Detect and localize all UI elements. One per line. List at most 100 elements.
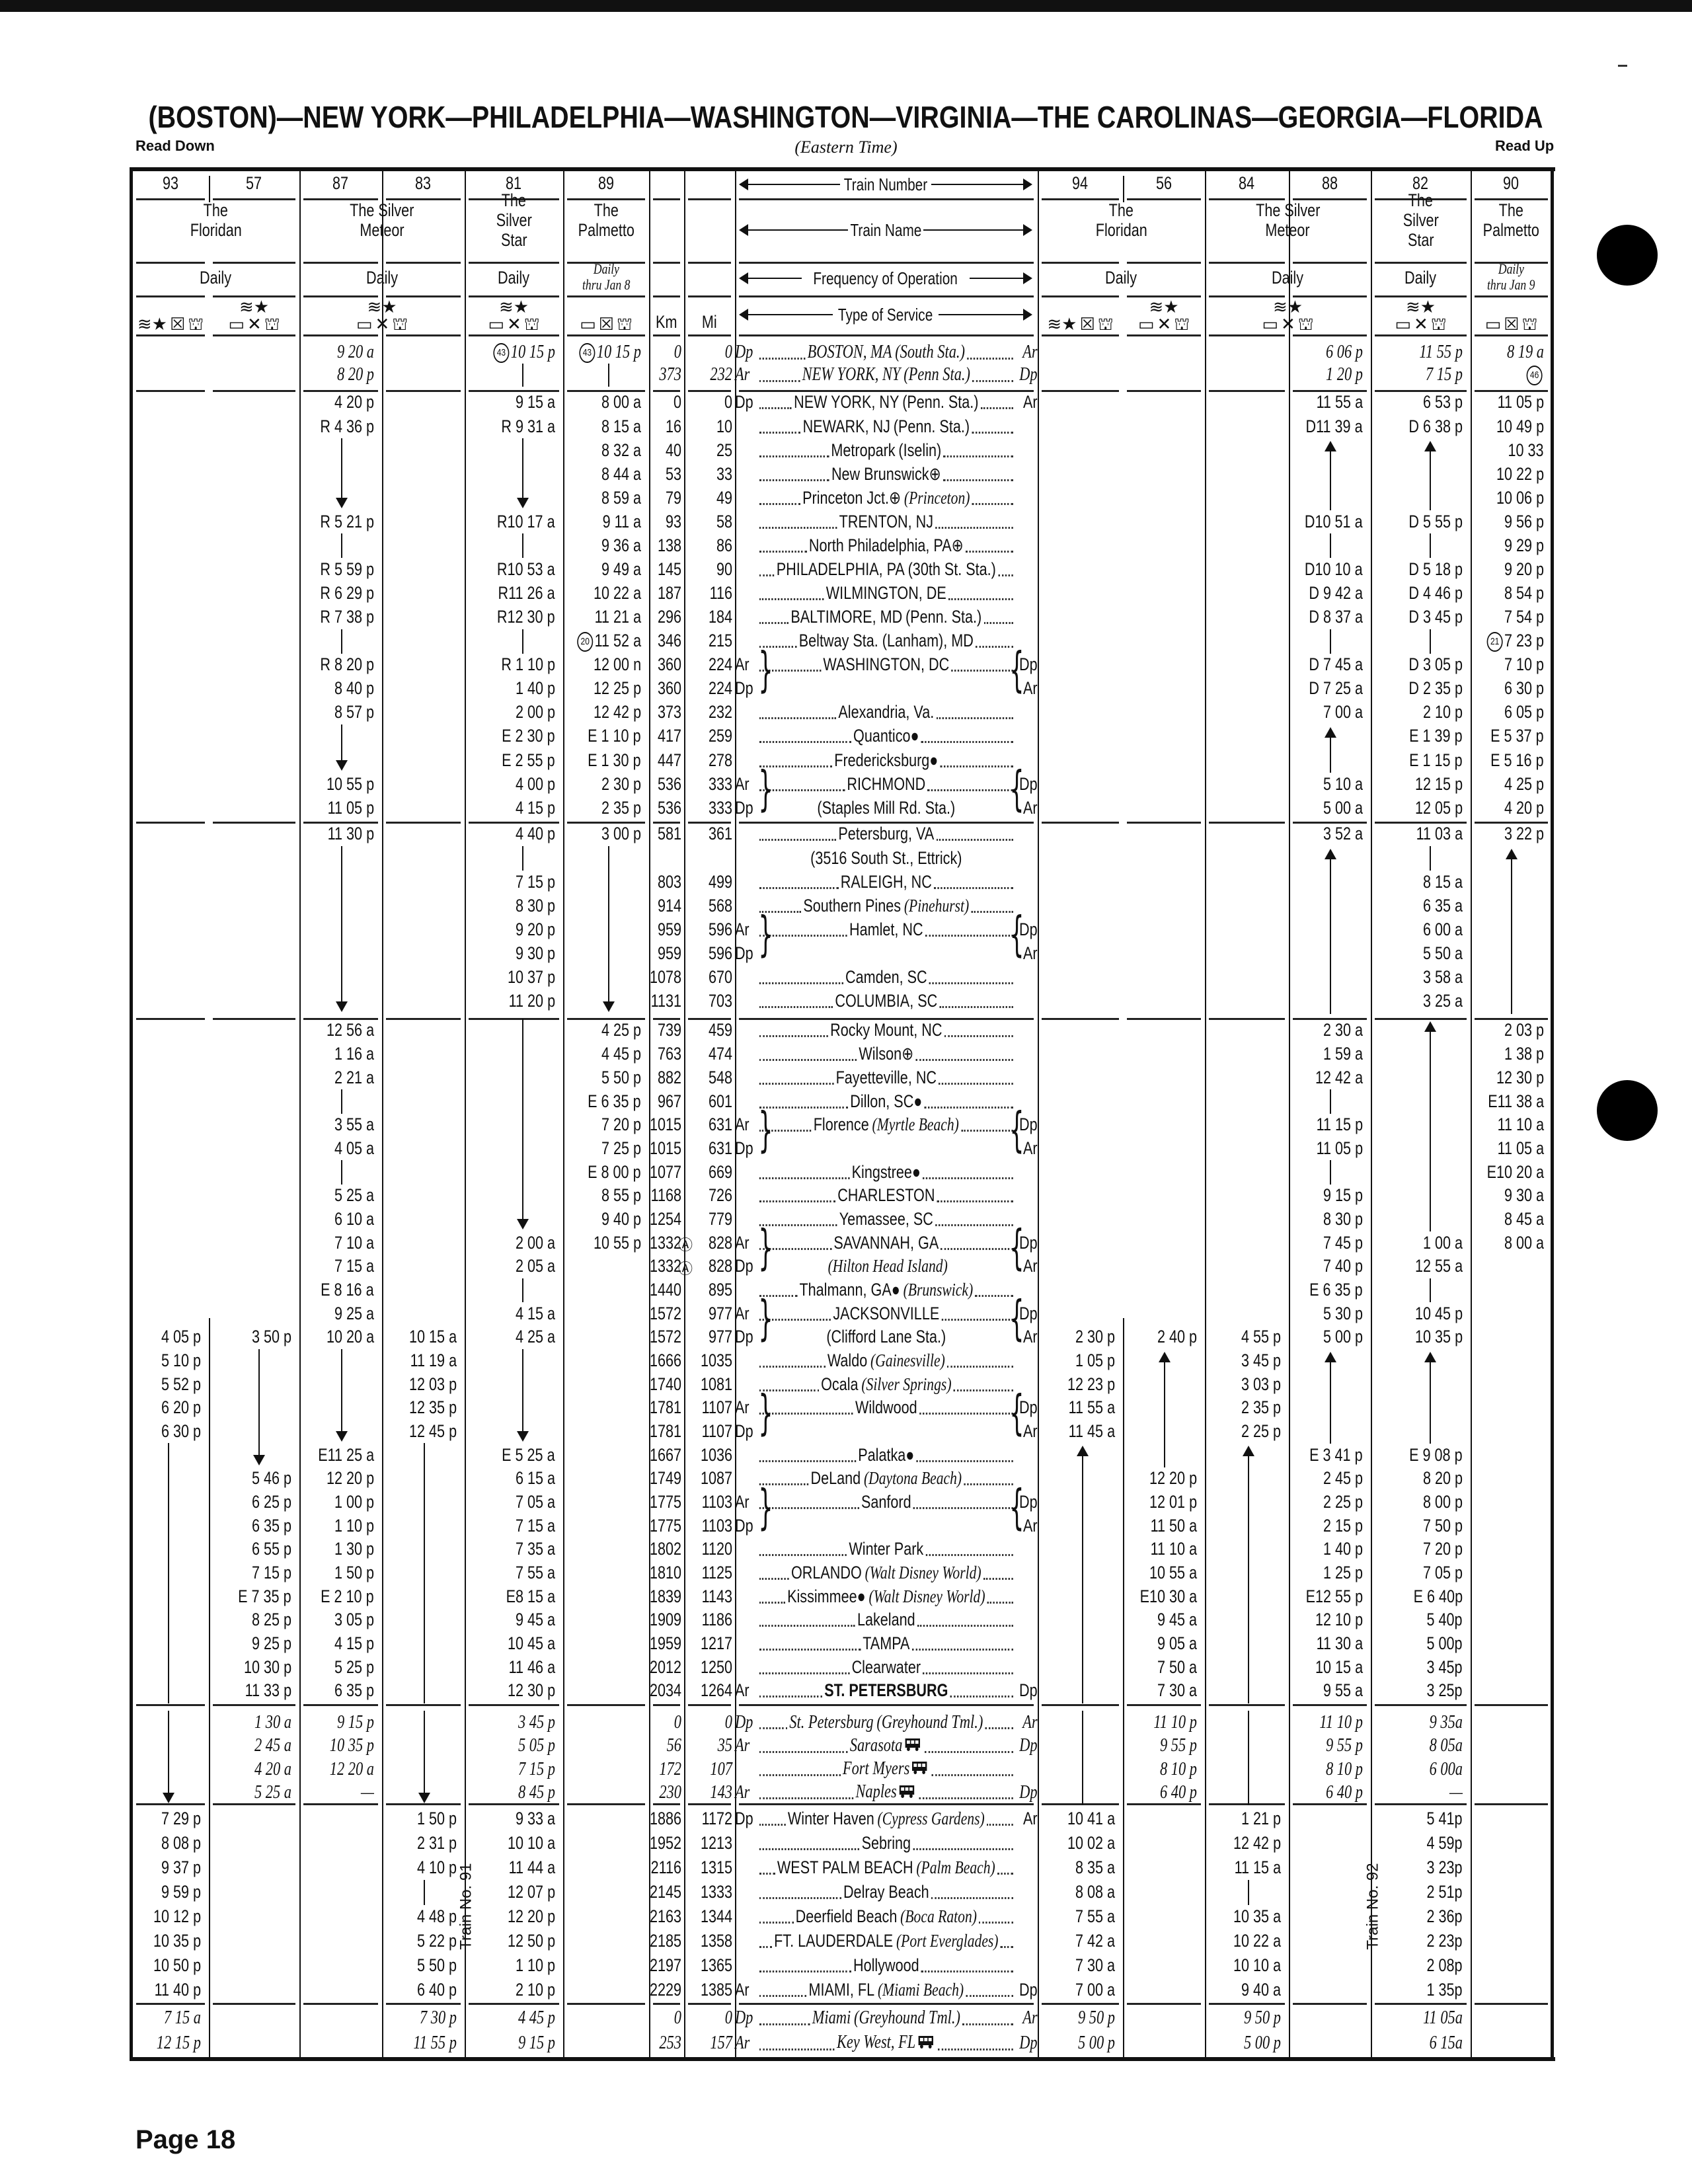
pass-through-line — [1430, 1207, 1431, 1232]
station-name: North Philadelphia, PA⊕ — [809, 535, 964, 556]
row-separator — [469, 262, 559, 264]
station-row: Sebring — [735, 1831, 1038, 1855]
mi-text: 333 — [708, 797, 732, 818]
time-value: 1 40 p — [1323, 1539, 1363, 1559]
station-name: SAVANNAH, GA — [833, 1233, 939, 1253]
time-value: 9 50 p — [1244, 2008, 1281, 2028]
time-value: 8 57 p — [334, 702, 374, 722]
train-name: Floridan — [1038, 220, 1205, 241]
km-text: 763 — [657, 1044, 681, 1064]
time-value: 9 30 p — [515, 943, 555, 963]
mi-value: 499 — [684, 870, 735, 894]
time-value: 10 22 a — [593, 583, 641, 604]
time-cell: 7 45 p — [1289, 1231, 1371, 1255]
time-cell: 7 15 a — [132, 2006, 209, 2031]
arr-dep-label-right: Ar — [1022, 342, 1038, 362]
frequency-text: Daily — [1498, 260, 1525, 277]
time-cell: 7 30 p — [382, 2006, 465, 2031]
mi-text: 474 — [708, 1044, 732, 1064]
km-value: 2197 — [649, 1953, 684, 1978]
train-name-line: Star — [1407, 230, 1434, 250]
time-value: 12 10 p — [1315, 1610, 1363, 1630]
train-number-right: 82 — [1371, 173, 1471, 194]
km-value: 187 — [649, 582, 684, 605]
pass-through-line — [1164, 1395, 1165, 1421]
train-number: 88 — [1321, 173, 1338, 193]
arr-dep-label-right: Dp — [1019, 1491, 1038, 1512]
km-value: 2185 — [649, 1929, 684, 1953]
mi-text: 1344 — [700, 1906, 732, 1927]
station-inner: WILMINGTON, DE — [735, 582, 1038, 605]
brace-right: { — [1009, 760, 1024, 817]
note-circle: 43 — [493, 343, 510, 364]
mi-value: 1107 — [684, 1420, 735, 1444]
km-value: 0 — [649, 2006, 684, 2031]
mi-text: 669 — [708, 1161, 732, 1182]
station-name-text: ST. PETERSBURG — [824, 1680, 948, 1701]
station-name-text: Rocky Mount, NC — [830, 1020, 942, 1040]
pass-through-line — [1430, 1160, 1431, 1185]
train-number-label-text: Train Number — [843, 174, 928, 194]
time-value: 3 00 p — [601, 824, 641, 844]
time-cell: 11 05 p — [299, 796, 382, 820]
station-row: Petersburg, VA — [735, 822, 1038, 846]
station-row: Dp (Hilton Head Island) Ar — [735, 1255, 1038, 1278]
time-cell: 9 55 p — [1123, 1735, 1205, 1758]
station-name-text: TAMPA — [863, 1633, 910, 1653]
station-qualifier: (Port Everglades) — [896, 1930, 999, 1951]
time-cell: E 5 25 a — [465, 1443, 563, 1467]
pass-through-line — [522, 1066, 523, 1091]
time-cell: 5 40p — [1371, 1608, 1471, 1632]
time-value: 3 03 p — [1241, 1374, 1281, 1394]
time-value: 11 21 a — [594, 607, 641, 627]
pass-through-line — [168, 1655, 169, 1680]
dot-leader — [759, 550, 807, 553]
time-value: 2 10 p — [515, 1979, 555, 2000]
mi-value: 1333 — [684, 1880, 735, 1904]
station-row: Ar Wildwood Dp — [735, 1396, 1038, 1420]
dot-leader — [759, 1436, 884, 1438]
time-cell: 4 15 a — [465, 1302, 563, 1325]
time-value: 10 30 p — [243, 1657, 291, 1677]
station-row: NEWARK, NJ (Penn. Sta.) — [735, 414, 1038, 438]
km-text: 536 — [657, 797, 681, 818]
km-text: 2185 — [649, 1930, 681, 1951]
station-name: Dillon, SC● — [850, 1091, 922, 1112]
km-value: 1749 — [649, 1467, 684, 1491]
time-cell: D 3 05 p — [1371, 653, 1471, 677]
station-row: Ar WASHINGTON, DC Dp — [735, 653, 1038, 677]
km-text: 16 — [665, 416, 681, 436]
mi-value: 726 — [684, 1184, 735, 1208]
station-row: Dp St. Petersburg (Greyhound Tml.) Ar — [735, 1711, 1038, 1734]
arrow-left-icon — [738, 272, 802, 284]
km-text: 1775 — [649, 1515, 681, 1536]
time-value: 7 25 p — [601, 1138, 641, 1158]
dot-leader — [888, 1531, 1013, 1533]
station-row: Winter Park — [735, 1538, 1038, 1561]
station-inner: Ar NEW YORK, NY (Penn Sta.) Dp — [735, 364, 1038, 386]
time-value: 4 15 p — [334, 1633, 374, 1653]
km-text: 959 — [657, 943, 681, 963]
station-qualifier: (Penn. Sta.) — [905, 607, 982, 627]
mi-text: 499 — [708, 871, 732, 892]
train-name-line: Silver — [496, 210, 532, 230]
time-cell: 10 55 p — [563, 1231, 649, 1255]
time-value: 43 10 15 p — [493, 342, 555, 364]
service-icons: ▭ ✕ ⛫ — [1123, 315, 1205, 337]
km-text: 1781 — [649, 1397, 681, 1418]
station-name-text: Kingstree● — [851, 1161, 921, 1182]
row-separator — [739, 262, 1034, 264]
time-cell: 10 45 a — [465, 1632, 563, 1656]
row-separator — [567, 295, 645, 297]
time-cell: 11 40 p — [132, 1978, 209, 2002]
pass-through-line — [608, 965, 609, 990]
time-cell: 12 56 a — [299, 1019, 382, 1042]
mi-text: 0 — [724, 342, 732, 362]
time-value: 5 50 a — [1422, 943, 1463, 963]
brace-left: } — [758, 1384, 773, 1441]
time-value: 20 11 52 a — [577, 631, 641, 652]
station-row: Fort Myers — [735, 1758, 1038, 1781]
time-cell: 7 29 p — [132, 1807, 209, 1832]
km-value: 1168 — [649, 1184, 684, 1208]
lounge-box-icon: ☒ — [1504, 315, 1519, 334]
